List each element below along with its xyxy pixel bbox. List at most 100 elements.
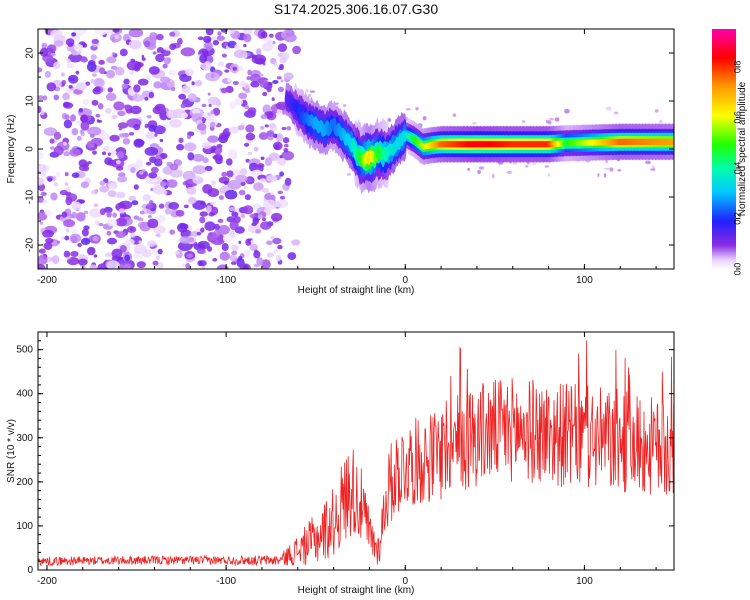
noise-speckle <box>217 224 230 235</box>
noise-speckle <box>187 152 195 161</box>
noise-speckle <box>283 143 289 148</box>
noise-speckle <box>100 129 106 134</box>
noise-speckle <box>118 133 126 138</box>
x-tick-label: -100 <box>216 275 236 286</box>
noise-speckle <box>169 31 176 37</box>
noise-speckle <box>186 186 197 195</box>
noise-speckle <box>46 44 57 53</box>
noise-speckle <box>249 243 258 251</box>
noise-speckle <box>122 138 131 145</box>
noise-speckle <box>147 240 157 247</box>
noise-speckle <box>53 94 60 101</box>
noise-speckle <box>148 124 156 132</box>
noise-speckle <box>208 232 212 236</box>
noise-speckle <box>243 43 247 48</box>
noise-speckle <box>75 212 86 222</box>
noise-speckle <box>169 229 176 235</box>
noise-speckle <box>187 196 197 205</box>
noise-speckle <box>205 29 214 36</box>
noise-speckle <box>264 124 269 128</box>
noise-speckle <box>191 81 195 86</box>
noise-speckle <box>240 181 246 187</box>
noise-speckle <box>272 40 276 45</box>
noise-speckle <box>141 54 145 59</box>
noise-speckle <box>125 238 135 246</box>
noise-speckle <box>275 254 282 262</box>
noise-speckle <box>80 120 90 131</box>
noise-speckle <box>38 255 48 265</box>
noise-speckle <box>65 228 70 233</box>
noise-speckle <box>211 180 216 186</box>
noise-speckle <box>181 112 188 119</box>
noise-speckle <box>94 220 100 226</box>
noise-speckle <box>169 168 183 178</box>
colorbar-gradient <box>712 29 736 269</box>
noise-speckle <box>70 114 76 122</box>
noise-speckle <box>117 110 126 117</box>
noise-speckle <box>387 118 392 122</box>
noise-speckle <box>143 40 151 48</box>
x-tick-label: -100 <box>216 576 236 587</box>
noise-speckle <box>66 58 71 64</box>
noise-speckle <box>98 222 104 227</box>
noise-speckle <box>564 108 570 114</box>
snr-frame <box>37 331 675 571</box>
noise-speckle <box>269 33 274 38</box>
noise-speckle <box>243 264 249 269</box>
noise-speckle <box>221 87 228 94</box>
noise-speckle <box>284 177 292 186</box>
noise-speckle <box>264 157 273 167</box>
noise-speckle <box>38 263 46 269</box>
noise-speckle <box>253 263 260 268</box>
noise-speckle <box>201 141 212 149</box>
noise-speckle <box>166 191 172 196</box>
noise-speckle <box>43 242 53 251</box>
noise-speckle <box>43 127 58 136</box>
noise-speckle <box>243 29 253 36</box>
noise-speckle <box>597 173 600 177</box>
noise-speckle <box>115 231 127 239</box>
noise-speckle <box>547 173 551 177</box>
noise-speckle <box>91 38 100 45</box>
noise-speckle <box>234 98 243 106</box>
noise-speckle <box>80 237 91 245</box>
noise-speckle <box>99 67 106 75</box>
noise-speckle <box>260 114 268 120</box>
noise-speckle <box>119 256 123 260</box>
noise-speckle <box>659 119 663 124</box>
noise-speckle <box>114 34 120 40</box>
noise-speckle <box>99 180 106 186</box>
noise-speckle <box>99 208 106 216</box>
noise-speckle <box>135 159 144 169</box>
noise-speckle <box>116 165 124 171</box>
noise-speckle <box>118 208 126 214</box>
noise-speckle <box>175 209 185 217</box>
noise-speckle <box>130 167 136 174</box>
noise-speckle <box>244 194 251 201</box>
noise-speckle <box>117 175 128 183</box>
noise-speckle <box>522 120 526 123</box>
noise-speckle <box>203 35 212 43</box>
noise-speckle <box>63 151 70 157</box>
noise-speckle <box>97 103 104 110</box>
noise-speckle <box>506 170 513 174</box>
noise-speckle <box>218 195 224 201</box>
noise-speckle <box>157 261 164 269</box>
noise-speckle <box>162 166 173 175</box>
noise-speckle <box>186 253 193 258</box>
noise-speckle <box>196 123 207 131</box>
x-tick-label: 0 <box>402 275 408 286</box>
noise-speckle <box>210 121 216 128</box>
noise-speckle <box>39 47 49 57</box>
noise-speckle <box>283 72 294 81</box>
noise-speckle <box>276 108 283 116</box>
spectrogram-xlabel: Height of straight line (km) <box>298 285 415 296</box>
noise-speckle <box>201 265 206 269</box>
noise-speckle <box>119 245 127 253</box>
noise-speckle <box>71 211 78 219</box>
noise-speckle <box>491 173 495 179</box>
noise-speckle <box>164 208 171 215</box>
noise-speckle <box>244 105 250 110</box>
noise-speckle <box>157 248 163 255</box>
noise-speckle <box>271 97 275 101</box>
